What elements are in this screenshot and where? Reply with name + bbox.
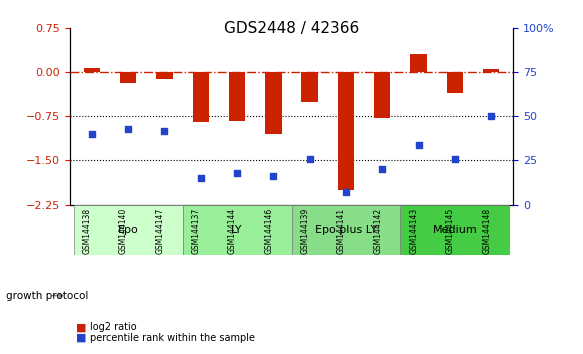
Text: ■: ■ (76, 333, 86, 343)
Point (305, 156, 314, 161)
Text: GSM144140: GSM144140 (119, 208, 128, 254)
Point (450, 156, 459, 161)
Bar (374, 72, 391, 118)
Text: GSM144138: GSM144138 (83, 208, 92, 254)
Text: ■: ■ (76, 322, 86, 332)
Bar (192, 72, 209, 122)
Text: GSM144148: GSM144148 (482, 208, 491, 254)
FancyBboxPatch shape (401, 205, 510, 255)
Text: GSM144139: GSM144139 (301, 208, 310, 254)
Bar (483, 69, 500, 72)
Text: Epo plus LY: Epo plus LY (315, 225, 377, 235)
Point (196, 175, 205, 181)
Text: Epo: Epo (118, 225, 138, 235)
Point (414, 142, 423, 148)
Bar (447, 72, 463, 93)
FancyBboxPatch shape (182, 205, 292, 255)
Text: GDS2448 / 42366: GDS2448 / 42366 (224, 21, 359, 36)
Point (124, 126, 133, 132)
FancyBboxPatch shape (292, 205, 401, 255)
Bar (265, 72, 282, 134)
Point (341, 189, 350, 195)
Text: Medium: Medium (433, 225, 477, 235)
Text: growth protocol: growth protocol (6, 291, 88, 301)
Bar (156, 72, 173, 79)
Bar (83, 68, 100, 72)
Text: GSM144141: GSM144141 (337, 208, 346, 254)
FancyBboxPatch shape (73, 205, 182, 255)
Point (87, 131, 96, 137)
Text: GSM144146: GSM144146 (264, 208, 273, 254)
Text: GSM144142: GSM144142 (373, 208, 382, 254)
Point (487, 114, 496, 119)
Point (233, 170, 242, 176)
Bar (120, 72, 136, 83)
Point (378, 166, 387, 172)
Text: GSM144144: GSM144144 (228, 208, 237, 254)
Text: GSM144143: GSM144143 (410, 208, 419, 254)
Text: LY: LY (231, 225, 243, 235)
Text: GSM144147: GSM144147 (156, 208, 164, 254)
Text: GSM144145: GSM144145 (446, 208, 455, 254)
Point (269, 173, 278, 179)
Text: log2 ratio: log2 ratio (90, 322, 137, 332)
Bar (410, 53, 427, 72)
Text: GSM144137: GSM144137 (192, 208, 201, 254)
Bar (301, 72, 318, 102)
Bar (338, 72, 354, 190)
Point (160, 128, 169, 133)
Bar (229, 72, 245, 121)
Text: percentile rank within the sample: percentile rank within the sample (90, 333, 255, 343)
